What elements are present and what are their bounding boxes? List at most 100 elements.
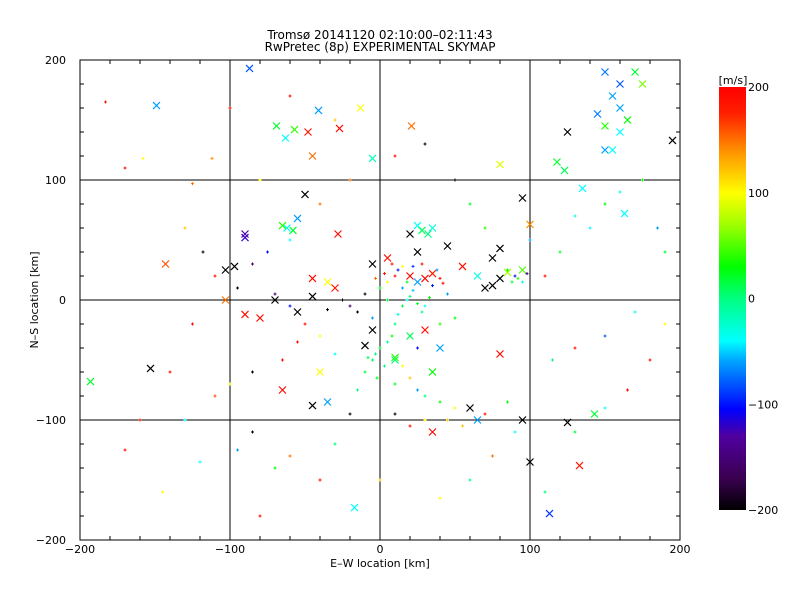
plus-marker	[626, 388, 629, 392]
plus-marker	[363, 292, 367, 296]
plus-marker	[516, 276, 520, 280]
axis-ticks: −200 −100 0 100 200 −200 −100 0 100 200	[36, 54, 691, 556]
plus-marker	[393, 274, 397, 278]
plus-marker	[408, 376, 412, 380]
plus-marker	[641, 178, 644, 182]
plus-marker	[603, 202, 607, 206]
cross-marker	[304, 128, 312, 136]
plus-marker	[228, 106, 232, 110]
x-tick-label: 100	[520, 543, 541, 556]
plus-marker	[161, 490, 164, 494]
plus-marker	[438, 496, 442, 500]
plus-marker	[378, 286, 382, 290]
cross-marker	[590, 410, 599, 418]
plus-marker	[183, 226, 187, 230]
plus-marker	[423, 418, 427, 422]
cross-marker	[563, 128, 572, 136]
plus-marker	[573, 214, 577, 218]
cross-marker	[331, 284, 339, 292]
plus-marker	[603, 406, 607, 410]
cross-marker	[443, 242, 452, 250]
cross-marker	[496, 160, 504, 169]
cross-marker	[616, 80, 624, 88]
plus-marker	[543, 490, 547, 494]
colorbar-tick-label: 200	[748, 81, 769, 94]
plus-marker	[483, 226, 487, 230]
x-tick-label: 0	[377, 543, 384, 556]
plus-marker	[281, 358, 284, 362]
plus-marker	[428, 296, 431, 300]
plus-marker	[326, 308, 329, 312]
plus-marker	[408, 294, 412, 298]
cross-marker	[241, 310, 249, 319]
cross-marker	[668, 136, 677, 145]
plus-marker	[183, 418, 187, 422]
plus-marker	[333, 442, 337, 446]
plus-marker	[423, 394, 427, 398]
cross-marker	[308, 292, 317, 301]
plus-marker	[198, 460, 202, 464]
plus-marker	[423, 304, 427, 308]
plus-marker	[288, 238, 292, 242]
plus-marker	[201, 250, 205, 254]
cross-marker	[578, 184, 587, 193]
plus-marker	[366, 356, 370, 360]
plus-marker	[491, 454, 494, 458]
cross-marker	[361, 341, 369, 350]
plus-marker	[506, 268, 509, 272]
cross-marker	[428, 428, 437, 436]
plus-marker	[393, 154, 397, 158]
cross-marker	[488, 281, 497, 290]
cross-marker	[278, 386, 287, 394]
cross-marker	[256, 314, 264, 322]
plus-marker	[393, 382, 397, 386]
cross-marker	[161, 260, 170, 268]
plus-marker	[453, 178, 457, 182]
cross-marker	[356, 104, 365, 112]
plus-marker	[266, 250, 269, 254]
plus-marker	[374, 352, 377, 356]
plus-marker	[213, 274, 217, 278]
plus-marker	[468, 478, 472, 482]
y-tick-label: 0	[59, 294, 66, 307]
plus-marker	[551, 358, 554, 362]
cross-marker	[335, 124, 344, 133]
cross-marker	[428, 368, 437, 376]
plus-marker	[123, 166, 127, 170]
cross-marker	[481, 284, 489, 292]
plus-marker	[401, 304, 404, 308]
plus-marker	[333, 118, 337, 122]
plus-marker	[104, 100, 107, 104]
cross-marker	[518, 416, 527, 424]
cross-marker	[526, 220, 534, 229]
plus-marker	[633, 310, 637, 314]
cross-marker	[421, 326, 429, 334]
plus-marker	[371, 316, 374, 320]
plus-marker	[341, 298, 344, 302]
cross-marker	[593, 110, 602, 118]
plus-marker	[348, 178, 352, 182]
cross-marker	[314, 106, 323, 115]
cross-marker	[281, 134, 290, 142]
grid-lines	[80, 60, 680, 540]
cross-marker	[334, 230, 342, 238]
plus-marker	[386, 280, 389, 284]
plus-marker	[405, 280, 409, 284]
plus-marker	[588, 226, 592, 230]
plus-marker	[663, 322, 667, 326]
cross-marker	[601, 68, 609, 76]
cross-marker	[241, 233, 249, 242]
plus-marker	[618, 190, 622, 194]
cross-marker	[616, 128, 624, 136]
colorbar-tick-label: 100	[748, 187, 769, 200]
plus-marker	[348, 412, 352, 416]
plus-marker	[356, 310, 359, 314]
cross-marker	[230, 262, 239, 271]
plus-marker	[656, 226, 659, 230]
plus-marker	[288, 304, 292, 308]
cross-marker	[418, 226, 426, 235]
plus-marker	[423, 142, 427, 146]
cross-marker	[553, 158, 561, 166]
plus-marker	[318, 478, 322, 482]
